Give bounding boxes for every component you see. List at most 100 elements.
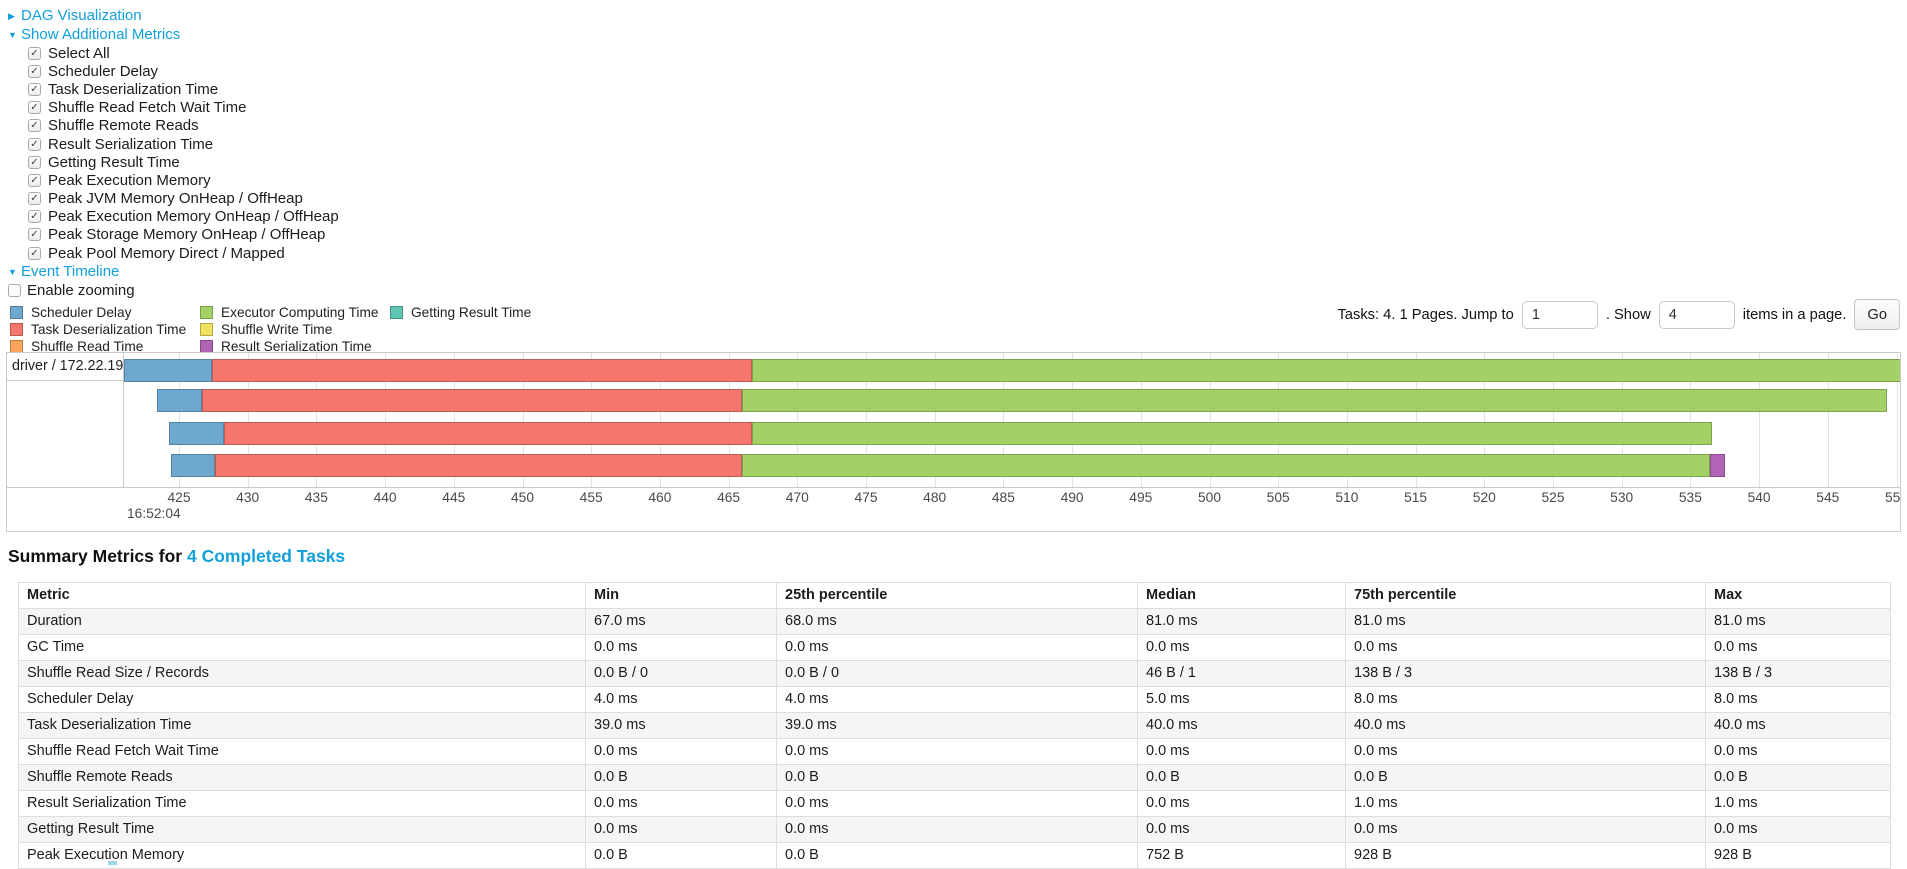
metric-name-cell: Result Serialization Time xyxy=(18,790,586,818)
metric-checkbox-label: Task Deserialization Time xyxy=(48,80,219,98)
axis-tick-label: 550 xyxy=(1884,490,1900,506)
metric-value-cell: 0.0 ms xyxy=(1705,816,1891,844)
axis-tick-label: 440 xyxy=(373,490,397,506)
task-bar-segment-scheduler_delay[interactable] xyxy=(170,454,215,478)
task-bar-segment-result_serialization[interactable] xyxy=(1709,454,1725,478)
legend-item-shuffle_write: Shuffle Write Time xyxy=(200,321,390,338)
axis-tick-label: 465 xyxy=(717,490,741,506)
event-timeline-chart: 425 430 435 440 445 450 455 460 465 470 475 480 485 4… xyxy=(6,352,1901,533)
summary-table-row: Shuffle Remote Reads 0.0 B 0.0 B 0.0 B 0.0 B… xyxy=(18,764,1891,792)
metric-checkbox-item: ✓ Select All xyxy=(28,44,1907,62)
column-header: 25th percentile xyxy=(776,582,1138,610)
axis-tick-label: 450 xyxy=(510,490,535,506)
metric-value-cell: 81.0 ms xyxy=(1137,608,1346,636)
metric-checkbox-item: ✓ Peak Storage Memory OnHeap / OffHeap xyxy=(28,226,1907,244)
timeline-gridline xyxy=(1346,353,1348,488)
timeline-toolbar: Scheduler Delay Task Deserialization Time… xyxy=(0,299,1907,355)
summary-table-row: Task Deserialization Time 39.0 ms 39.0 ms 4… xyxy=(18,712,1891,740)
timeline-gridline xyxy=(866,353,867,488)
metric-checkbox-item: ✓ Peak Pool Memory Direct / Mapped xyxy=(28,244,1907,262)
axis-tick-label: 535 xyxy=(1678,490,1702,506)
jump-to-page-input[interactable] xyxy=(1521,300,1598,329)
checkbox-checked-icon[interactable]: ✓ xyxy=(28,101,41,115)
timeline-gridline xyxy=(934,353,936,488)
task-bar-segment-executor_computing[interactable] xyxy=(751,422,1713,446)
show-additional-metrics-toggle[interactable]: ▼ Show Additional Metrics xyxy=(8,25,1907,44)
metric-checkbox-item: ✓ Shuffle Remote Reads xyxy=(28,117,1907,135)
checkbox-checked-icon[interactable]: ✓ xyxy=(28,64,41,78)
items-per-page-text: items in a page. xyxy=(1742,306,1847,323)
task-bar-segment-executor_computing[interactable] xyxy=(742,389,1887,413)
summary-table-row: Scheduler Delay 4.0 ms 4.0 ms 5.0 ms 8.0 ms 8… xyxy=(18,686,1891,714)
task-bar-row xyxy=(124,454,1900,478)
event-timeline-link[interactable]: Event Timeline xyxy=(21,263,120,281)
axis-tick-label: 490 xyxy=(1060,490,1084,506)
legend-swatch-executor_computing xyxy=(200,306,213,320)
checkbox-checked-icon[interactable]: ✓ xyxy=(28,82,41,96)
checkbox-checked-icon[interactable]: ✓ xyxy=(28,173,41,187)
timeline-gridline xyxy=(1759,353,1761,488)
completed-tasks-link[interactable]: 4 Completed Tasks xyxy=(186,546,346,567)
dag-visualization-link[interactable]: DAG Visualization xyxy=(21,7,142,24)
metric-value-cell: 46 B / 1 xyxy=(1137,660,1346,688)
legend-swatch-shuffle_write xyxy=(200,323,213,337)
task-bar-segment-scheduler_delay[interactable] xyxy=(169,422,225,446)
timeline-gridline xyxy=(1827,353,1829,488)
task-bar-segment-scheduler_delay[interactable] xyxy=(157,389,203,413)
legend-column: Scheduler Delay Task Deserialization Time… xyxy=(10,304,200,355)
task-bar-segment-task_deserialization[interactable] xyxy=(224,422,752,446)
task-bar-segment-scheduler_delay[interactable] xyxy=(124,359,212,383)
metric-value-cell: 0.0 ms xyxy=(1137,790,1346,818)
go-button[interactable]: Go xyxy=(1854,299,1900,331)
timeline-gridline xyxy=(316,353,318,488)
checkbox-checked-icon[interactable]: ✓ xyxy=(28,46,41,60)
task-bar-segment-task_deserialization[interactable] xyxy=(211,359,752,383)
summary-table-row: Result Serialization Time 0.0 ms 0.0 ms 0.0… xyxy=(18,790,1891,818)
checkbox-checked-icon[interactable]: ✓ xyxy=(28,210,41,224)
checkbox-checked-icon[interactable]: ✓ xyxy=(28,192,41,206)
metric-value-cell: 0.0 ms xyxy=(1137,634,1346,662)
metric-value-cell: 67.0 ms xyxy=(585,608,777,636)
legend-swatch-task_deserialization xyxy=(10,323,23,337)
metric-value-cell: 0.0 ms xyxy=(776,738,1138,766)
legend-label: Executor Computing Time xyxy=(221,305,379,321)
axis-tick-label: 480 xyxy=(923,490,947,506)
column-header: Median xyxy=(1137,582,1346,610)
timeline-plot-area: 425 430 435 440 445 450 455 460 465 470 475 480 485 4… xyxy=(124,353,1900,531)
task-bar-segment-executor_computing[interactable] xyxy=(751,359,1900,383)
metric-checkbox-label: Peak Pool Memory Direct / Mapped xyxy=(48,244,285,262)
enable-zooming-checkbox[interactable] xyxy=(8,284,21,298)
task-bar-segment-executor_computing[interactable] xyxy=(742,454,1710,478)
checkbox-checked-icon[interactable]: ✓ xyxy=(28,137,41,151)
metric-value-cell: 0.0 B / 0 xyxy=(776,660,1138,688)
dag-visualization-toggle[interactable]: ▶ DAG Visualization xyxy=(8,6,1907,25)
checkbox-checked-icon[interactable]: ✓ xyxy=(28,155,41,169)
axis-start-time-label: 16:52:04 xyxy=(127,506,181,522)
metric-value-cell: 0.0 B xyxy=(1705,764,1891,792)
metric-value-cell: 40.0 ms xyxy=(1345,712,1706,740)
metric-value-cell: 0.0 ms xyxy=(1345,816,1706,844)
metric-checkbox-label: Peak Storage Memory OnHeap / OffHeap xyxy=(48,226,326,244)
checkbox-checked-icon[interactable]: ✓ xyxy=(28,228,41,242)
checkbox-checked-icon[interactable]: ✓ xyxy=(28,119,41,133)
axis-tick-label: 455 xyxy=(579,490,603,506)
checkbox-checked-icon[interactable]: ✓ xyxy=(28,246,41,260)
metric-value-cell: 0.0 ms xyxy=(1345,738,1706,766)
axis-tick-label: 510 xyxy=(1335,490,1359,506)
show-additional-metrics-link[interactable]: Show Additional Metrics xyxy=(21,26,181,43)
event-timeline-toggle[interactable]: ▼ Event Timeline xyxy=(8,262,1907,281)
column-header: Max xyxy=(1705,582,1891,610)
tasks-pagination: Tasks: 4. 1 Pages. Jump to . Show items … xyxy=(1337,299,1900,331)
metric-checkbox-label: Peak JVM Memory OnHeap / OffHeap xyxy=(48,190,303,208)
items-per-page-input[interactable] xyxy=(1658,300,1735,329)
timeline-gridline xyxy=(1484,353,1486,488)
task-bar-segment-task_deserialization[interactable] xyxy=(214,454,743,478)
summary-table-body: Duration 67.0 ms 68.0 ms 81.0 ms 81.0 ms 81.0… xyxy=(18,608,1891,869)
axis-tick-label: 500 xyxy=(1197,490,1222,506)
metric-value-cell: 0.0 ms xyxy=(1345,634,1706,662)
task-bar-segment-task_deserialization[interactable] xyxy=(202,389,743,413)
legend-swatch-scheduler_delay xyxy=(10,306,23,320)
axis-tick-label: 485 xyxy=(991,490,1015,506)
timeline-gridline xyxy=(1140,353,1142,488)
metric-value-cell: 138 B / 3 xyxy=(1705,660,1891,688)
